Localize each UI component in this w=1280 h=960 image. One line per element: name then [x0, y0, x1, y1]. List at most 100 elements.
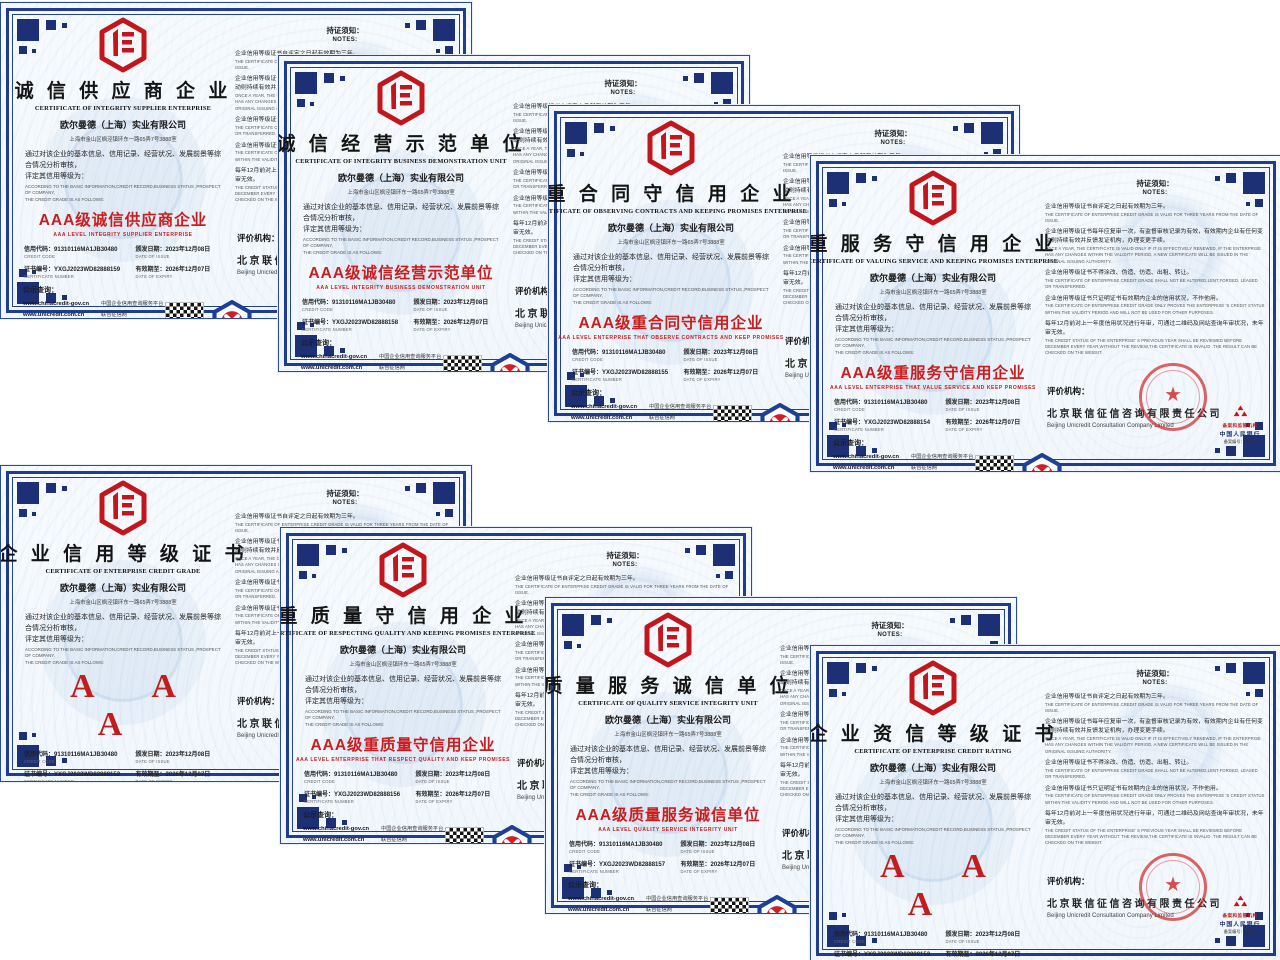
query-url-description: 中国企业信用查询服务平台 [381, 826, 444, 833]
public-query-label: 公示查询： [301, 340, 336, 348]
note-text-english: THE CREDIT STATUS OF THE ENTERPRISE' S P… [1045, 827, 1258, 846]
assessment-line-2: 评定其信用等级为： [305, 697, 368, 705]
grade-statement: AAA级诚信供应商企业 [38, 212, 208, 230]
grade-aaa: A A A [70, 668, 202, 743]
certificate-number: 证书编号：YXGJ2023WD82888153 CERTIFICATE NUMB… [834, 952, 931, 960]
certificate-meta: 信用代码：91310116MA1JB30480 CREDIT CODE 颁发日期… [302, 297, 500, 332]
query-url-description: 中国企业信用查询服务平台 [379, 354, 442, 361]
assessment-text: 通过对该企业的基本信息、信用记录、经营状况、发展前景等综合情况分析审核， 评定其… [573, 253, 769, 306]
brand-hexagon-logo-icon [909, 660, 957, 716]
notes-title-english: NOTES: [332, 37, 358, 43]
certificate-title: 质 量 服 务 诚 信 单 位 [545, 676, 793, 697]
corner-ornament-top-left [17, 19, 83, 59]
expiry-date: 有效期至：2026年12月07日 DATE OF EXPIRY [683, 370, 759, 383]
note-text: 企业信用等级证书不得涂改、伪造、仿造、出租、转让。 [1045, 760, 1193, 767]
note-text: 每年12月前对上一年度信用状况进行年审，可通过二维码及网站查询年审状况，未年审无… [1045, 320, 1264, 336]
query-url: www.unicredit.com.cn [301, 365, 363, 372]
assessment-line-1: 通过对该企业的基本信息、信用记录、经营状况、发展前景等综合情况分析审核， [305, 676, 501, 694]
pboc-emblem-icon [1233, 405, 1247, 417]
certificate-main-column: 企 业 资 信 等 级 证 书 CERTIFICATE OF ENTERPRIS… [811, 656, 1053, 960]
note-text-english: THE CERTIFICATE OF ENTERPRISE CREDIT GRA… [1045, 303, 1265, 315]
notes-list: 企业信用等级证书自评定之日起有效期为三年。 THE CERTIFICATE OF… [1045, 203, 1265, 357]
note-text: 企业信用等级证书自评定之日起有效期为三年。 [235, 514, 359, 520]
query-url-row: www.unicredit.com.cn 联合征信网 [301, 364, 441, 371]
query-url-list: www.chinacredit-gov.cn 中国企业信用查询服务平台 www.… [571, 399, 711, 421]
rating-agency-label: 评价机构： [515, 286, 558, 296]
query-url-row: www.unicredit.com.cn 联合征信网 [303, 836, 443, 843]
notes-title: 持证须知： [326, 26, 364, 35]
grade-statement-english: AAA LEVEL ENTERPRISE THAT RESPECT QUALIT… [295, 757, 511, 764]
notes-title-english: NOTES: [610, 90, 636, 96]
query-url: www.chinacredit-gov.cn [303, 826, 370, 833]
issue-date: 颁发日期：2023年12月08日 DATE OF ISSUE [945, 932, 1021, 945]
notes-header: 持证须知： NOTES: [235, 25, 455, 43]
notes-title: 持证须知： [871, 621, 909, 630]
certificate-meta: 信用代码：91310116MA1JB30480 CREDIT CODE 颁发日期… [304, 769, 502, 804]
certificate-title: 诚 信 经 营 示 范 单 位 [278, 134, 526, 155]
qr-code [445, 827, 485, 843]
note-item: 企业信用等级证书不得涂改、伪造、仿造、出租、转让。 THE CERTIFICAT… [1045, 269, 1265, 290]
company-name: 欧尔曼德（上海）实业有限公司 [59, 583, 186, 593]
certificate-main-column: 企 业 信 用 等 级 证 书 CERTIFICATE OF ENTERPRIS… [1, 476, 243, 781]
certificate-number: 证书编号：YXGJ2023WD82888157 CERTIFICATE NUMB… [569, 862, 666, 875]
notes-title: 持证须知： [326, 489, 364, 498]
qr-code [165, 302, 205, 318]
note-text-english: THE CERTIFICATE OF ENTERPRISE CREDIT GRA… [515, 583, 729, 596]
regulator-badge-number: 备案编号：10019 [1223, 929, 1257, 934]
query-url-list: www.chinacredit-gov.cn 中国企业信用查询服务平台 www.… [301, 349, 442, 371]
issue-date: 颁发日期：2023年12月08日 DATE OF ISSUE [135, 247, 211, 260]
certificate-number: 证书编号：YXGJ2023WD82888152 CERTIFICATE NUMB… [24, 772, 121, 782]
notes-title: 持证须知： [1136, 179, 1174, 188]
certificate-meta: 信用代码：91310116MA1JB30480 CREDIT CODE 颁发日期… [572, 347, 770, 382]
notes-title-english: NOTES: [332, 500, 358, 506]
query-url-row: www.chinacredit-gov.cn 中国企业信用查询服务平台 [571, 403, 711, 410]
assessment-line-1: 通过对该企业的基本信息、信用记录、经营状况、发展前景等综合情况分析审核， [25, 614, 221, 632]
note-text-english: ONCE A YEAR, THE CERTIFICATE IS VALID ON… [1045, 246, 1261, 264]
certificate-title: 重 合 同 守 信 用 企 业 [548, 184, 796, 205]
certificate-8: 企 业 资 信 等 级 证 书 CERTIFICATE OF ENTERPRIS… [810, 645, 1280, 960]
qr-code [713, 405, 753, 421]
notes-list: 企业信用等级证书自评定之日起有效期为三年。 THE CERTIFICATE OF… [1045, 693, 1265, 847]
assessment-line-1: 通过对该企业的基本信息、信用记录、经营状况、发展前景等综合情况分析审核， [835, 304, 1031, 322]
rating-agency-label: 评价机构： [1047, 386, 1090, 396]
grade-aaa: A A A [880, 848, 1012, 923]
certificate-number: 证书编号：YXGJ2023WD82888159 CERTIFICATE NUMB… [24, 267, 121, 280]
query-url: www.chinacredit-gov.cn [568, 896, 635, 903]
certificate-notes-column: 持证须知： NOTES: 企业信用等级证书自评定之日起有效期为三年。 THE C… [1045, 660, 1265, 951]
credit-code: 信用代码：91310116MA1JB30480 CREDIT CODE [304, 772, 398, 785]
certificate-title-english: CERTIFICATE OF QUALITY SERVICE INTEGRITY… [578, 700, 758, 707]
query-url: www.chinacredit-gov.cn [301, 354, 368, 361]
certificate-title-english: CERTIFICATE OF INTEGRITY SUPPLIER ENTERP… [34, 105, 212, 112]
red-seal-stamp-icon: ★ [1139, 853, 1207, 921]
expiry-date: 有效期至：2026年12月07日 DATE OF EXPIRY [415, 792, 491, 805]
notes-header: 持证须知： NOTES: [235, 488, 455, 506]
company-name: 欧尔曼德（上海）实业有限公司 [339, 645, 466, 655]
credit-code: 信用代码：91310116MA1JB30480 CREDIT CODE [572, 350, 666, 363]
assessment-english-1: ACCORDING TO THE BASIC INFORMATION,CREDI… [570, 778, 766, 791]
assessment-english-2: THE CREDIT GRADE IS AS FOLLOWS: [303, 249, 383, 255]
certificate-number: 证书编号：YXGJ2023WD82888154 CERTIFICATE NUMB… [834, 420, 931, 433]
notes-title: 持证须知： [606, 551, 644, 560]
grade-statement-english: AAA LEVEL INTEGRITY SUPPLIER ENTERPRISE [53, 232, 193, 239]
corner-ornament-top-left [827, 172, 893, 212]
notes-title-english: NOTES: [880, 140, 906, 146]
corner-ornament-top-left [295, 72, 361, 112]
query-url-description: 联合征信网 [646, 907, 672, 914]
brand-hexagon-logo-icon [909, 170, 957, 226]
certificate-meta: 信用代码：91310116MA1JB30480 CREDIT CODE 颁发日期… [834, 929, 1032, 960]
notes-header: 持证须知： NOTES: [780, 620, 1000, 638]
query-url-row: www.unicredit.com.cn 联合征信网 [833, 464, 973, 471]
note-text-english: THE CERTIFICATE OF ENTERPRISE CREDIT GRA… [235, 521, 449, 534]
notes-title: 持证须知： [604, 79, 642, 88]
note-item: 企业信用等级证书自评定之日起有效期为三年。 THE CERTIFICATE OF… [515, 575, 735, 596]
company-address: 上海市金山区枫泾镇环东一路65弄7号3888室 [617, 240, 725, 246]
rating-agency-name: 北京联信征信咨询有限责任公司 [1047, 409, 1222, 420]
grade-statement: AAA级重质量守信用企业 [310, 737, 496, 755]
assessment-english-2: THE CREDIT GRADE IS AS FOLLOWS: [25, 196, 105, 202]
assessment-text: 通过对该企业的基本信息、信用记录、经营状况、发展前景等综合情况分析审核， 评定其… [303, 203, 499, 256]
certificate-number: 证书编号：YXGJ2023WD82888155 CERTIFICATE NUMB… [572, 370, 669, 383]
certificate-title-english: CERTIFICATE OF OBSERVING CONTRACTS AND K… [548, 208, 808, 215]
query-url: www.chinacredit-gov.cn [833, 454, 900, 461]
assessment-line-2: 评定其信用等级为： [25, 172, 88, 180]
